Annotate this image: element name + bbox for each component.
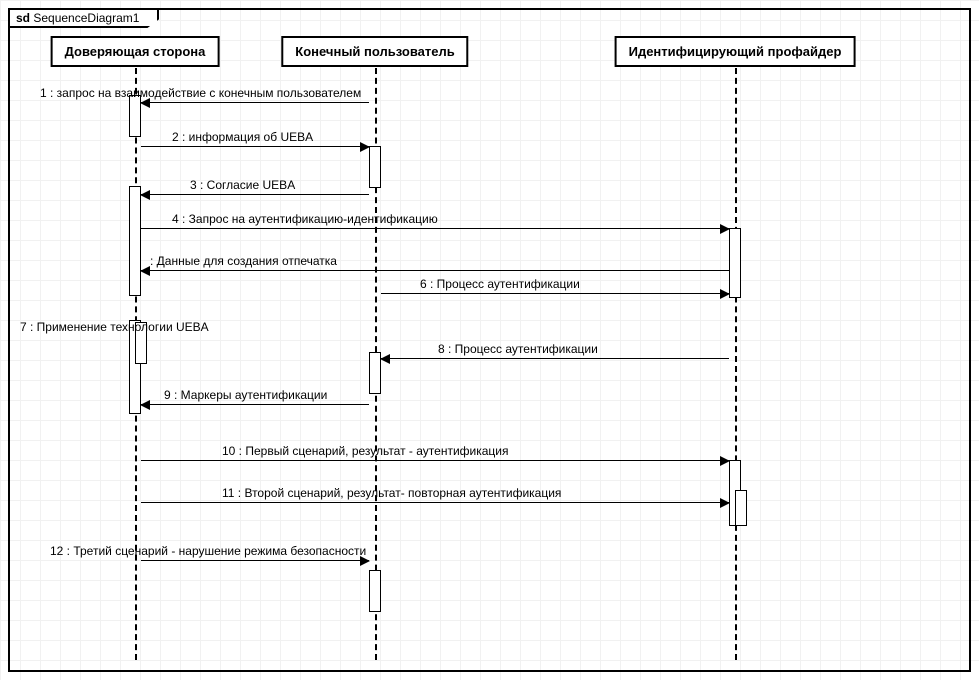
activation-C-7 xyxy=(729,228,741,298)
message-8: 8 : Процесс аутентификации xyxy=(381,358,729,359)
lifeline-C xyxy=(735,68,737,660)
message-6: 6 : Процесс аутентификации xyxy=(381,293,729,294)
message-label-11: 11 : Второй сценарий, результат- повторн… xyxy=(222,486,561,500)
message-label-2: 2 : информация об UEBA xyxy=(172,130,313,144)
activation-A-1 xyxy=(129,186,141,296)
message-label-8: 8 : Процесс аутентификации xyxy=(438,342,598,356)
message-9: 9 : Маркеры аутентификации xyxy=(141,404,369,405)
activation-B-6 xyxy=(369,570,381,612)
message-2: 2 : информация об UEBA xyxy=(141,146,369,147)
message-label-3: 3 : Согласие UEBA xyxy=(190,178,295,192)
message-label-12: 12 : Третий сценарий - нарушение режима … xyxy=(50,544,366,558)
message-10: 10 : Первый сценарий, результат - аутент… xyxy=(141,460,729,461)
message-12: 12 : Третий сценарий - нарушение режима … xyxy=(141,560,369,561)
message-4: 4 : Запрос на аутентификацию-идентификац… xyxy=(141,228,729,229)
message-label-5: : Данные для создания отпечатка xyxy=(150,254,337,268)
message-11: 11 : Второй сценарий, результат- повторн… xyxy=(141,502,729,503)
participant-A: Доверяющая сторона xyxy=(51,36,220,67)
message-3: 3 : Согласие UEBA xyxy=(141,194,369,195)
message-label-7: 7 : Применение технологии UEBA xyxy=(20,320,209,334)
message-label-1: 1 : запрос на взаимодействие с конечным … xyxy=(40,86,361,100)
participant-C: Идентифицирующий профайдер xyxy=(615,36,856,67)
message-1: 1 : запрос на взаимодействие с конечным … xyxy=(141,102,369,103)
message-label-4: 4 : Запрос на аутентификацию-идентификац… xyxy=(172,212,438,226)
activation-C-9 xyxy=(735,490,747,526)
message-5: : Данные для создания отпечатка xyxy=(141,270,729,271)
message-label-6: 6 : Процесс аутентификации xyxy=(420,277,580,291)
message-label-10: 10 : Первый сценарий, результат - аутент… xyxy=(222,444,509,458)
diagram-stage: Доверяющая сторона Конечный пользователь И… xyxy=(0,0,979,680)
activation-B-4 xyxy=(369,146,381,188)
participant-B: Конечный пользователь xyxy=(281,36,468,67)
message-label-9: 9 : Маркеры аутентификации xyxy=(164,388,327,402)
